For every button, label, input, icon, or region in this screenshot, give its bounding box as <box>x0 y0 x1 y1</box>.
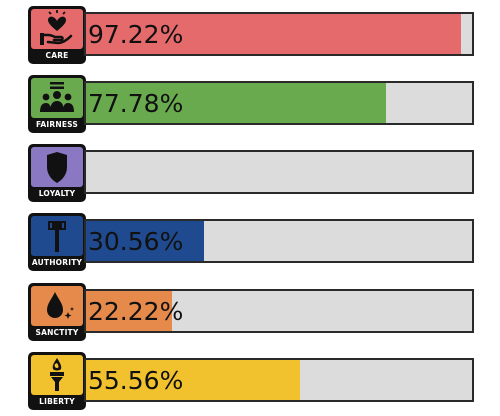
sanctity-bar: 22.22% <box>84 289 474 333</box>
shield-icon <box>47 152 67 183</box>
care-icon-box <box>31 9 83 49</box>
loyalty-label: LOYALTY <box>38 189 76 198</box>
foundation-row-liberty: LIBERTY 55.56% <box>28 352 474 410</box>
liberty-badge: LIBERTY <box>28 352 86 410</box>
foundation-row-loyalty: LOYALTY <box>28 144 474 202</box>
foundation-row-authority: AUTHORITY 30.56% <box>28 213 474 271</box>
sanctity-label: SANCTITY <box>35 328 79 337</box>
sanctity-percent: 22.22% <box>88 297 184 326</box>
foundation-row-care: CARE 97.22% <box>28 6 474 64</box>
fairness-bar-fill <box>86 83 387 123</box>
foundation-row-sanctity: SANCTITY 22.22% <box>28 283 474 341</box>
gavel-icon <box>48 221 66 252</box>
sanctity-bar-fill <box>86 291 172 331</box>
water-drop-icon <box>47 292 74 319</box>
liberty-percent: 55.56% <box>88 366 184 395</box>
loyalty-bar <box>84 150 474 194</box>
authority-bar-fill <box>86 221 204 261</box>
foundation-row-fairness: FAIRNESS 77.78% <box>28 75 474 133</box>
care-bar-fill <box>86 14 462 54</box>
authority-bar: 30.56% <box>84 219 474 263</box>
sanctity-badge: SANCTITY <box>28 283 86 341</box>
authority-badge: AUTHORITY <box>28 213 86 271</box>
heart-hand-icon <box>40 10 73 45</box>
care-badge: CARE <box>28 6 86 64</box>
liberty-icon-box <box>31 355 83 395</box>
care-bar: 97.22% <box>84 12 474 56</box>
fairness-label: FAIRNESS <box>35 120 79 129</box>
care-percent: 97.22% <box>88 20 184 49</box>
fairness-percent: 77.78% <box>88 89 184 118</box>
loyalty-icon-box <box>31 147 83 187</box>
fairness-bar: 77.78% <box>84 81 474 125</box>
sanctity-icon-box <box>31 286 83 326</box>
authority-icon-box <box>31 216 83 256</box>
liberty-label: LIBERTY <box>39 397 75 406</box>
torch-icon <box>50 358 64 391</box>
liberty-bar-fill <box>86 360 301 400</box>
people-group-icon <box>40 82 74 112</box>
care-label: CARE <box>45 51 69 60</box>
loyalty-badge: LOYALTY <box>28 144 86 202</box>
fairness-badge: FAIRNESS <box>28 75 86 133</box>
liberty-bar: 55.56% <box>84 358 474 402</box>
fairness-icon-box <box>31 78 83 118</box>
authority-label: AUTHORITY <box>31 258 83 267</box>
authority-percent: 30.56% <box>88 227 184 256</box>
